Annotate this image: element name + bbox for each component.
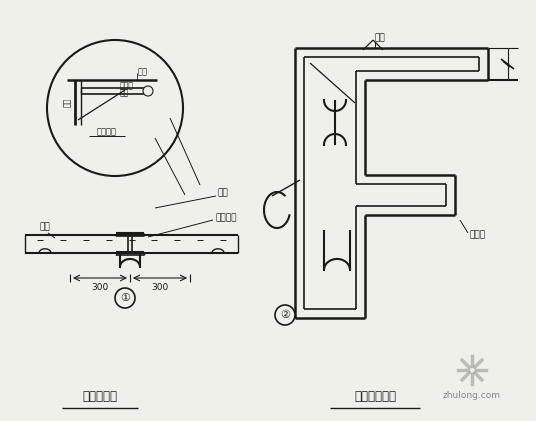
Circle shape xyxy=(115,288,135,308)
Text: 斜上方锚固点: 斜上方锚固点 xyxy=(354,389,396,402)
Text: 拉点示意: 拉点示意 xyxy=(97,128,117,136)
Circle shape xyxy=(47,40,183,176)
Text: zhulong.com: zhulong.com xyxy=(443,391,501,400)
Text: 板筋: 板筋 xyxy=(40,223,51,232)
Circle shape xyxy=(143,86,153,96)
Text: 锚环: 锚环 xyxy=(218,189,229,197)
Text: 型钢挑梁: 型钢挑梁 xyxy=(215,213,236,223)
Text: 楼层: 楼层 xyxy=(138,67,148,77)
Text: 挑梁: 挑梁 xyxy=(120,88,129,98)
Text: ①: ① xyxy=(120,293,130,303)
Circle shape xyxy=(275,305,295,325)
Text: 水平锚固点: 水平锚固点 xyxy=(83,389,117,402)
Text: 结构梁: 结构梁 xyxy=(470,231,486,240)
Text: 钢丝绳: 钢丝绳 xyxy=(120,82,134,91)
Text: 楼层: 楼层 xyxy=(375,34,385,43)
Text: ②: ② xyxy=(280,310,290,320)
Text: 墙体: 墙体 xyxy=(63,97,71,107)
Text: 300: 300 xyxy=(151,282,169,291)
Text: 300: 300 xyxy=(91,282,109,291)
